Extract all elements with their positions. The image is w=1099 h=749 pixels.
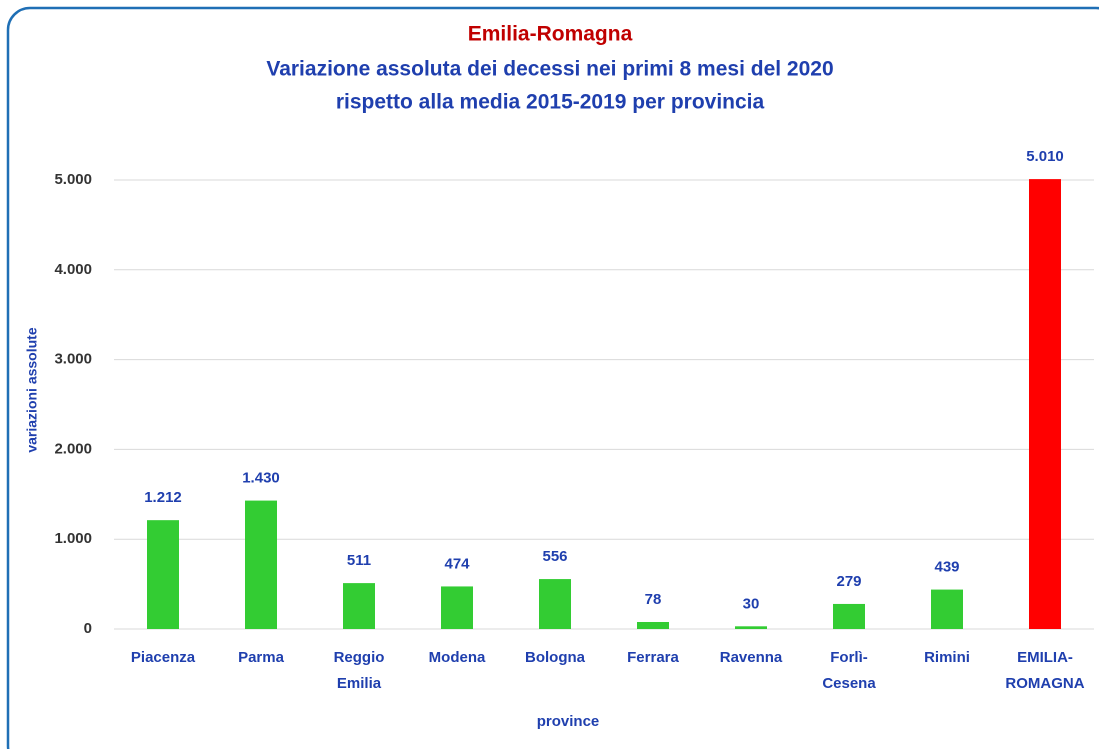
x-tick-label: Bologna <box>525 649 586 666</box>
value-label: 474 <box>444 555 470 572</box>
bar <box>343 583 375 629</box>
y-tick-label: 0 <box>84 620 92 637</box>
y-tick-label: 1.000 <box>54 530 92 547</box>
y-tick-label: 3.000 <box>54 351 92 368</box>
bar <box>637 621 669 629</box>
value-label: 511 <box>347 552 371 569</box>
value-label: 1.212 <box>144 489 182 506</box>
x-tick-label: Piacenza <box>131 649 196 666</box>
bar <box>245 500 277 629</box>
bar <box>931 589 963 629</box>
bar <box>147 520 179 629</box>
chart-subtitle: Variazione assoluta dei decessi nei prim… <box>266 58 833 81</box>
y-tick-label: 5.000 <box>54 171 92 188</box>
chart-subtitle: rispetto alla media 2015-2019 per provin… <box>336 91 765 114</box>
y-axis-title: variazioni assolute <box>24 327 40 452</box>
x-axis-title: province <box>537 713 600 730</box>
x-tick-label: ROMAGNA <box>1005 675 1084 692</box>
chart-title: Emilia-Romagna <box>468 23 633 46</box>
x-tick-label: Emilia <box>337 675 382 692</box>
x-tick-label: EMILIA- <box>1017 649 1073 666</box>
frame <box>6 6 1099 749</box>
value-label: 78 <box>645 591 662 608</box>
x-tick-label: Cesena <box>822 675 876 692</box>
bar <box>441 586 473 629</box>
x-tick-label: Parma <box>238 649 285 666</box>
x-tick-label: Ferrara <box>627 649 679 666</box>
value-label: 1.430 <box>242 470 280 487</box>
bar <box>539 579 571 629</box>
x-tick-label: Forlì- <box>830 649 868 666</box>
value-label: 439 <box>934 559 959 576</box>
bar <box>1029 179 1061 630</box>
x-tick-label: Ravenna <box>720 649 783 666</box>
value-label: 30 <box>743 595 760 612</box>
value-label: 279 <box>836 573 861 590</box>
value-label: 556 <box>542 548 567 565</box>
x-tick-label: Reggio <box>334 649 385 666</box>
x-tick-label: Modena <box>429 649 486 666</box>
bar <box>833 603 865 629</box>
y-tick-label: 2.000 <box>54 440 92 457</box>
x-tick-label: Rimini <box>924 649 970 666</box>
value-label: 5.010 <box>1026 148 1064 165</box>
y-tick-label: 4.000 <box>54 261 92 278</box>
bar <box>735 626 767 629</box>
